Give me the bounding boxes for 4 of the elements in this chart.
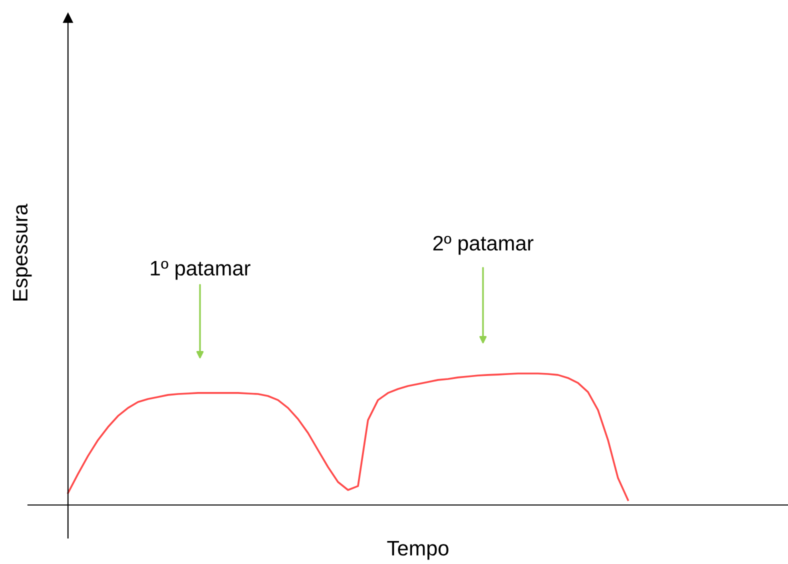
text: 1º patamar	[150, 260, 250, 280]
x-axis-title: Tempo	[387, 541, 448, 560]
text: 2º patamar	[433, 236, 534, 255]
y-axis-title: Espessura	[13, 204, 32, 301]
